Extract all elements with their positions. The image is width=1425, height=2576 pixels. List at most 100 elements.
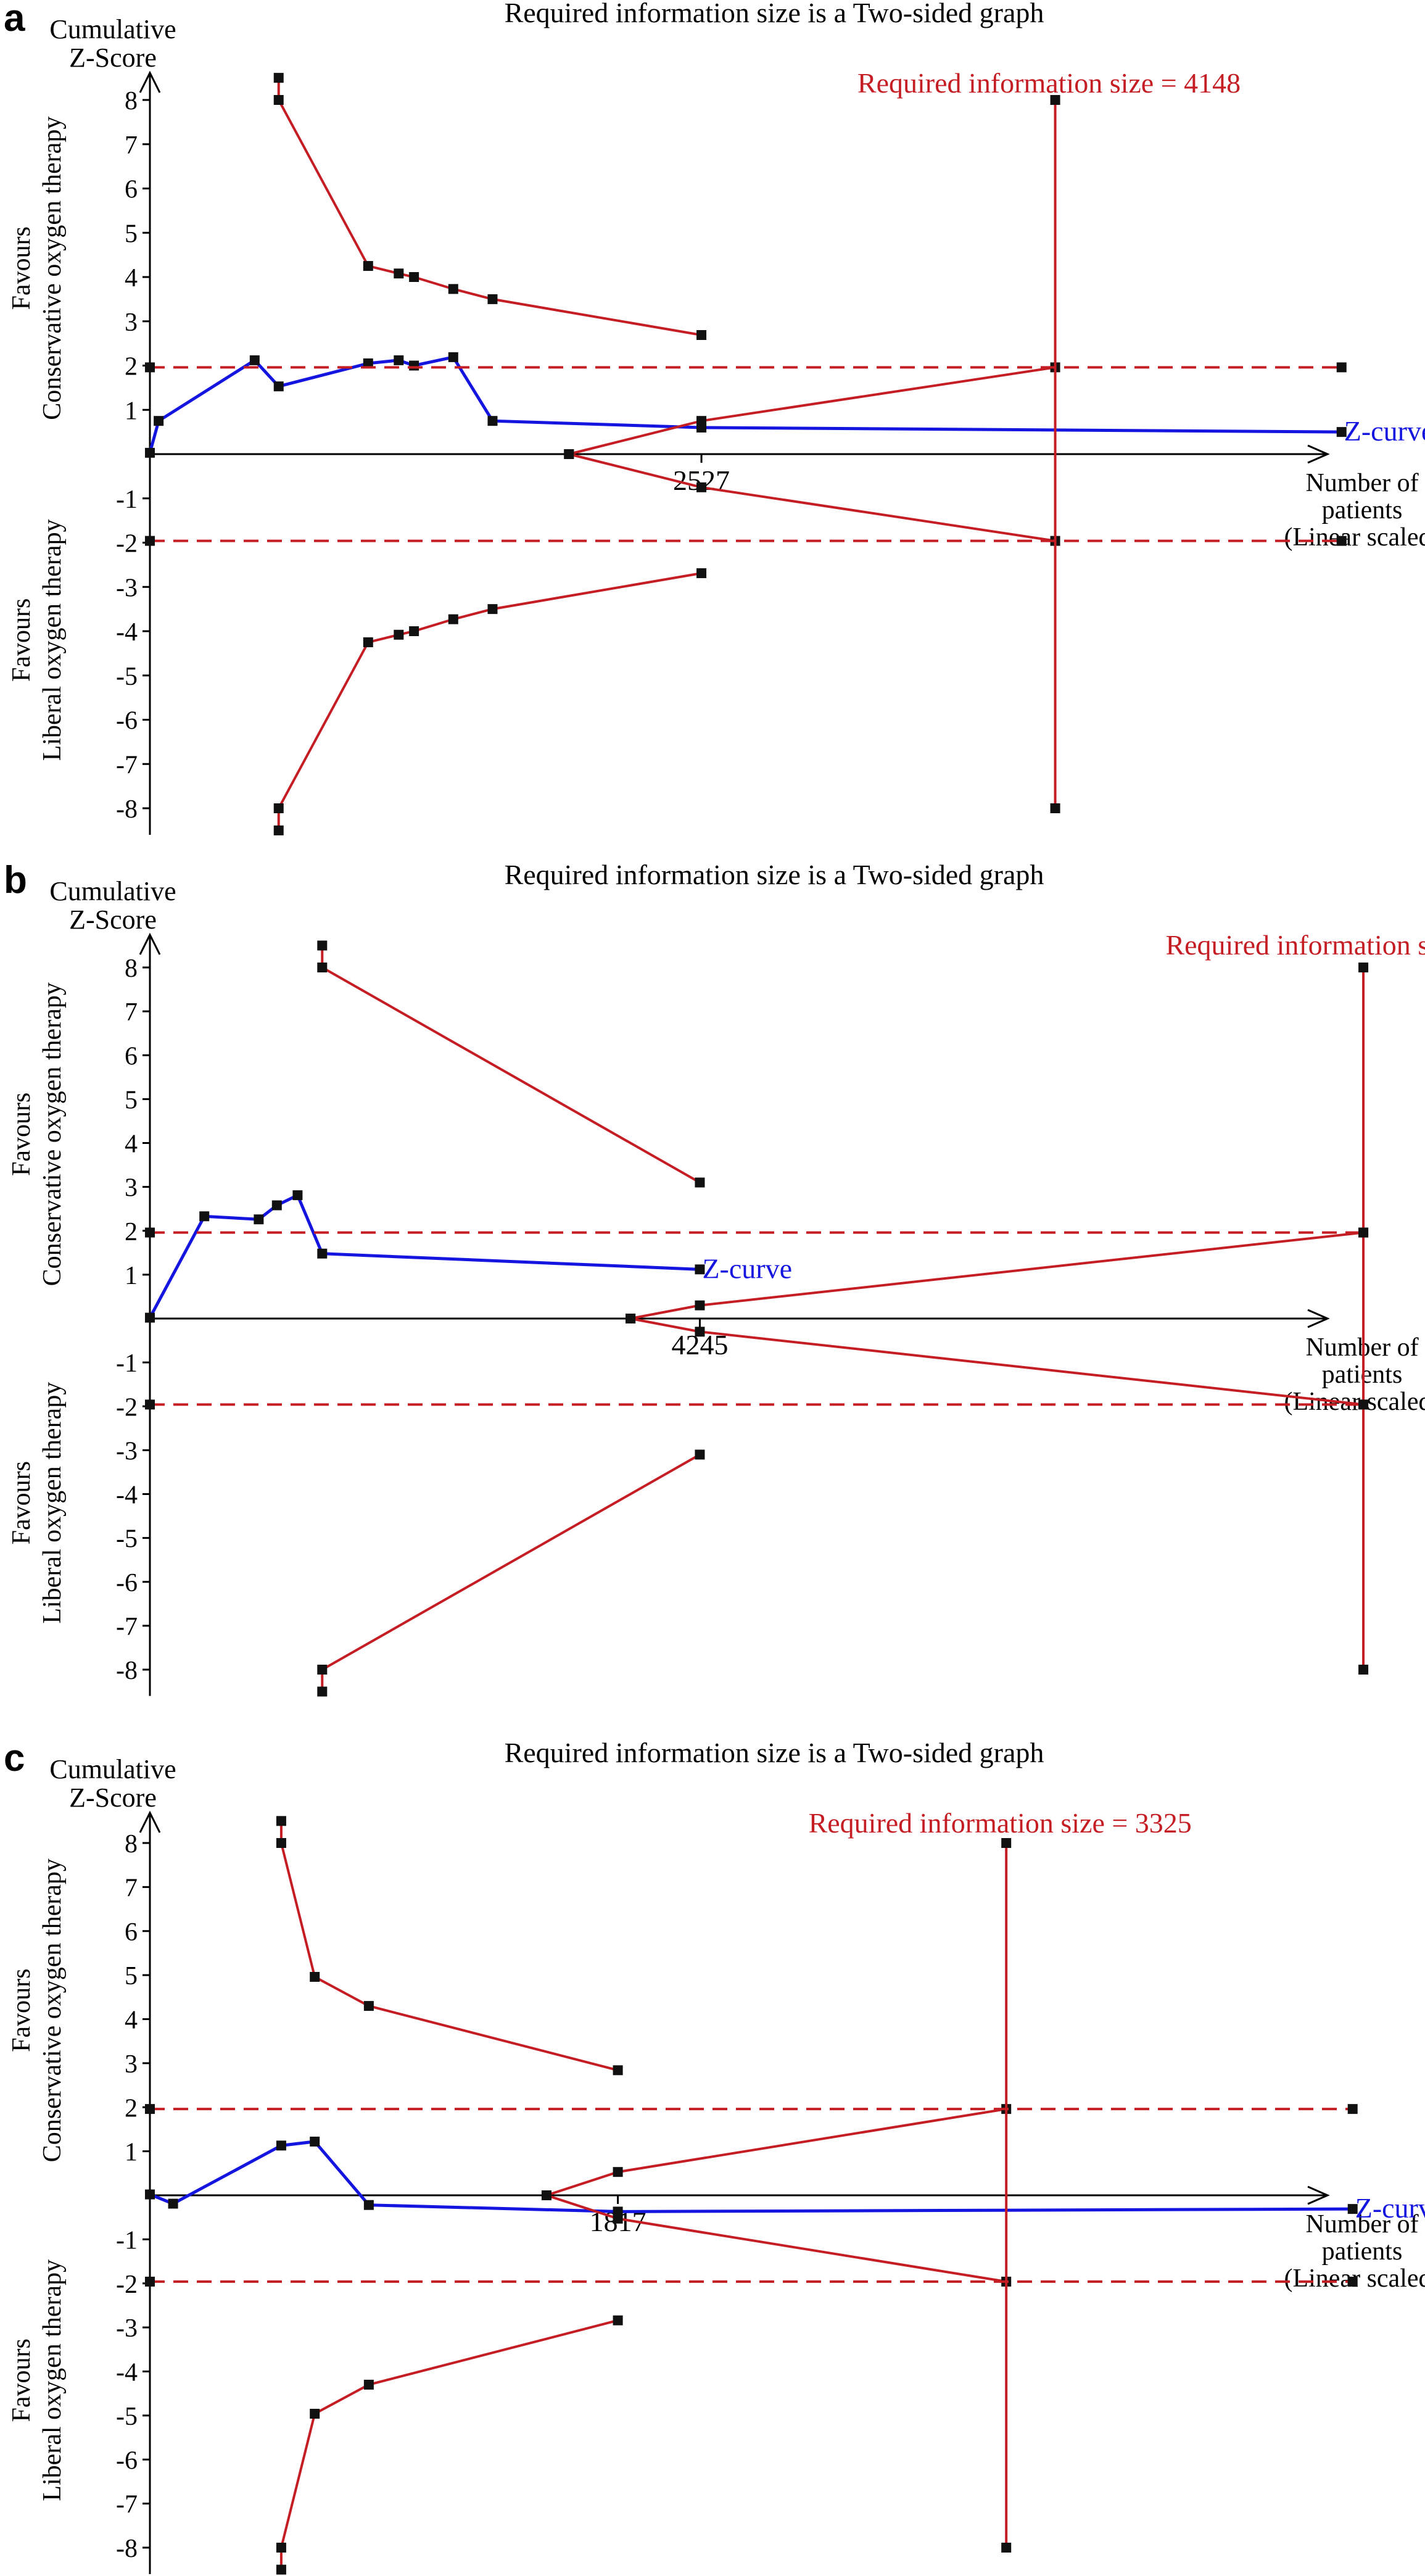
favours-upper-label: FavoursConservative oxygen therapy (7, 982, 67, 1286)
z-curve-point (695, 1264, 705, 1275)
boundary-point (276, 2543, 286, 2553)
boundary-point (448, 284, 458, 294)
x-axis-label: Number of (1305, 1333, 1418, 1362)
z-curve-point (145, 447, 155, 458)
y-axis-label: Cumulative (49, 1754, 176, 1784)
y-tick-label: -5 (116, 2403, 138, 2431)
boundary-point (696, 416, 707, 426)
y-tick-label: -1 (116, 1349, 138, 1378)
conventional-boundary-end-marker (1336, 536, 1347, 546)
boundary-point (394, 268, 404, 279)
boundary-point (695, 1327, 705, 1337)
boundary-point (487, 604, 498, 615)
monitoring-boundary-line (277, 78, 702, 336)
y-tick-label: -4 (116, 2359, 138, 2387)
y-axis-label: Cumulative (49, 876, 176, 906)
y-tick-label: -5 (116, 663, 138, 691)
y-tick-label: -1 (116, 2226, 138, 2255)
favours-lower-label: FavoursLiberal oxygen therapy (7, 2259, 67, 2501)
x-axis-label: patients (1322, 496, 1403, 524)
y-tick-label: -8 (116, 795, 138, 824)
conventional-boundary-end-marker (1358, 1399, 1369, 1410)
z-curve-point (276, 2140, 286, 2151)
y-tick-label: 2 (125, 2094, 138, 2123)
y-tick-label: -4 (116, 1481, 138, 1510)
y-tick-label: -7 (116, 1613, 138, 1641)
monitoring-boundary-line (277, 572, 702, 830)
boundary-point (613, 2315, 623, 2325)
y-tick-label: -4 (116, 618, 138, 647)
x-axis-arrow (1307, 444, 1330, 464)
x-axis-arrow (1307, 1309, 1330, 1328)
conventional-boundary-end-marker (145, 1227, 155, 1238)
y-tick-label: 5 (125, 1086, 138, 1114)
y-tick-label: 8 (125, 955, 138, 983)
x-axis-label: Number of (1305, 469, 1418, 497)
y-tick-label: -2 (116, 530, 138, 558)
boundary-point (1050, 803, 1060, 813)
z-curve-point (487, 416, 498, 426)
boundary-point (363, 2379, 374, 2390)
x-axis-label: (Linear scaled) (1284, 1388, 1425, 1416)
boundary-point (564, 449, 574, 459)
y-tick-label: 7 (125, 1874, 138, 1902)
monitoring-boundary-line (279, 2319, 619, 2570)
y-tick-label: -6 (116, 2446, 138, 2475)
boundary-point (626, 1314, 636, 1323)
y-axis-label: Cumulative (49, 14, 176, 44)
boundary-point (317, 963, 328, 972)
monitoring-boundary-line (321, 945, 701, 1184)
y-tick-label: -2 (116, 2271, 138, 2299)
y-tick-label: 7 (125, 998, 138, 1027)
ris-label: Required information size = 3325 (809, 1807, 1192, 1839)
boundary-point (695, 1177, 705, 1188)
y-tick-label: 7 (125, 131, 138, 160)
monitoring-boundary-line (546, 2108, 1007, 2197)
x-axis-label: patients (1322, 1360, 1403, 1389)
boundary-point (363, 261, 373, 271)
z-curve-point (292, 1190, 303, 1201)
z-curve-point (273, 381, 284, 392)
y-tick-label: -3 (116, 2314, 138, 2343)
x-axis-label: patients (1322, 2237, 1403, 2266)
y-tick-label: 8 (125, 1830, 138, 1858)
boundary-point (541, 2190, 551, 2200)
y-tick-label: 2 (125, 353, 138, 381)
favours-upper-label: FavoursConservative oxygen therapy (7, 1858, 67, 2162)
z-curve-point (254, 1214, 264, 1225)
y-axis-label: Z-Score (69, 43, 157, 73)
z-curve-point (1347, 2204, 1358, 2214)
monitoring-boundary-line (568, 366, 1055, 455)
y-tick-label: -7 (116, 751, 138, 779)
y-tick-label: 4 (125, 2007, 138, 2035)
panel-label: a (4, 0, 25, 39)
y-tick-label: 5 (125, 220, 138, 248)
y-tick-label: 3 (125, 2050, 138, 2079)
y-tick-label: 1 (125, 397, 138, 425)
boundary-point (696, 568, 707, 579)
x-axis-arrow (1307, 2185, 1330, 2205)
panel-label: b (4, 859, 27, 901)
conventional-boundary-end-marker (145, 2276, 155, 2287)
boundary-point (1050, 95, 1060, 105)
z-curve-line (148, 355, 1342, 453)
z-curve-point (409, 360, 419, 371)
z-curve-point (145, 2189, 155, 2200)
y-tick-label: 3 (125, 1174, 138, 1203)
conventional-boundary-end-marker (145, 362, 155, 373)
y-tick-label: 5 (125, 1962, 138, 1990)
conventional-boundary-end-marker (1347, 2276, 1358, 2287)
panel-c: c Required information size is a Two-side… (4, 1737, 1425, 2575)
x-axis-label: (Linear scaled) (1284, 523, 1425, 552)
boundary-point (317, 1665, 328, 1675)
boundary-point (1001, 2543, 1012, 2553)
y-tick-label: -6 (116, 707, 138, 735)
boundary-point (276, 1838, 286, 1848)
y-tick-label: 1 (125, 2139, 138, 2167)
y-tick-label: 8 (125, 87, 138, 115)
boundary-point (276, 2564, 286, 2575)
z-curve-point (168, 2198, 178, 2209)
boundary-point (448, 614, 458, 624)
panel-label: c (4, 1737, 25, 1779)
